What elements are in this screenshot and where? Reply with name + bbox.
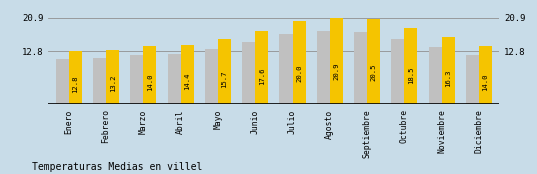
Text: 18.5: 18.5 [408, 66, 414, 84]
Bar [404, 28, 417, 104]
Bar [180, 45, 194, 104]
Text: Temperaturas Medias en villel: Temperaturas Medias en villel [32, 162, 202, 172]
Text: 17.6: 17.6 [259, 68, 265, 85]
Bar [93, 58, 106, 104]
Text: 15.7: 15.7 [221, 71, 228, 88]
Bar [466, 55, 479, 104]
Bar [293, 21, 306, 104]
Bar [218, 39, 231, 104]
Bar [143, 46, 156, 104]
Text: 20.0: 20.0 [296, 64, 302, 82]
Bar [130, 55, 143, 104]
Bar [168, 54, 180, 104]
Bar [429, 47, 441, 104]
Text: 20.9: 20.9 [333, 63, 339, 80]
Bar [367, 19, 380, 104]
Text: 14.4: 14.4 [184, 73, 190, 90]
Bar [317, 31, 330, 104]
Bar [330, 18, 343, 104]
Bar [354, 32, 367, 104]
Bar [242, 42, 255, 104]
Text: 14.0: 14.0 [482, 74, 489, 91]
Bar [56, 59, 69, 104]
Text: 13.2: 13.2 [110, 75, 115, 92]
Text: 12.8: 12.8 [72, 76, 78, 93]
Bar [106, 50, 119, 104]
Bar [69, 51, 82, 104]
Text: 20.5: 20.5 [371, 63, 376, 81]
Bar [479, 46, 492, 104]
Bar [205, 49, 218, 104]
Bar [255, 31, 268, 104]
Bar [391, 39, 404, 104]
Text: 16.3: 16.3 [445, 70, 451, 88]
Bar [279, 34, 293, 104]
Text: 14.0: 14.0 [147, 74, 153, 91]
Bar [441, 37, 455, 104]
